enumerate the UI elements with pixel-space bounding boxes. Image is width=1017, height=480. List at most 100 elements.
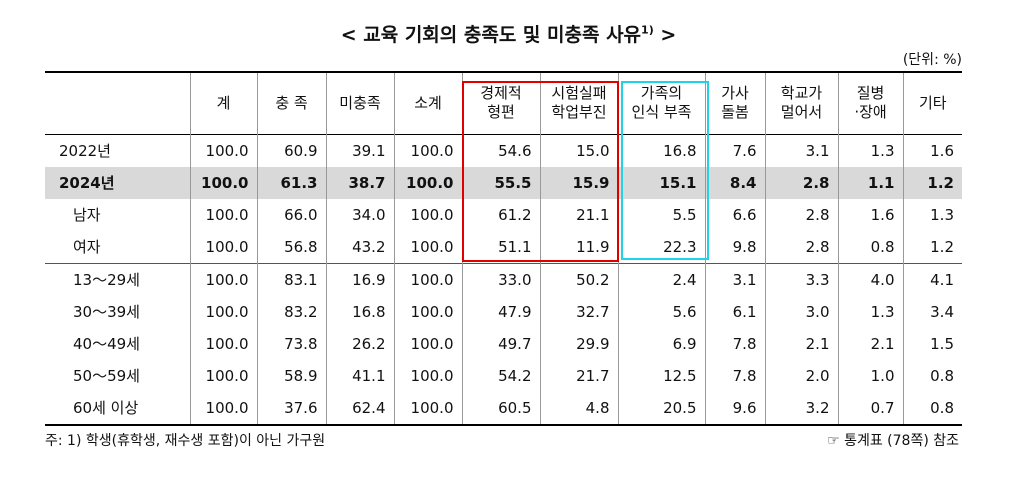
value-cell: 83.1 [256,262,326,296]
row-label: 13～29세 [45,262,190,296]
value-cell: 5.5 [617,198,705,231]
row-label: 남자 [73,206,101,224]
value-cell: 4.0 [837,262,903,296]
value-cell: 1.5 [902,327,962,360]
value-cell: 12.5 [617,359,705,392]
value-cell: 20.5 [617,391,705,425]
value-cell: 3.4 [902,295,962,328]
value-cell: 22.3 [617,230,705,263]
header-text: 돌봄 [721,103,749,122]
header-text: ·장애 [854,103,887,122]
header-cell [45,72,190,134]
value-cell: 34.0 [325,198,394,231]
value-cell: 9.6 [704,391,765,425]
value-cell: 100.0 [189,327,257,360]
header-cell: 계 [189,72,257,134]
table-row: 여자 100.0 56.8 43.2 100.0 51.1 11.9 22.3 9.8 2.8 0.… [45,230,962,263]
value-cell: 6.1 [704,295,765,328]
value-cell: 6.6 [704,198,765,231]
header-text: 가사 [721,84,749,103]
value-cell: 1.3 [837,134,903,167]
value-cell: 100.0 [189,391,257,425]
value-cell: 61.2 [461,198,540,231]
value-cell: 83.2 [256,295,326,328]
value-cell: 0.7 [837,391,903,425]
value-cell: 100.0 [393,166,462,199]
header-text: 경제적 [480,84,522,103]
value-cell: 100.0 [393,198,462,231]
header-cell: 가족의 인식 부족 [617,72,705,134]
value-cell: 37.6 [256,391,326,425]
value-cell: 26.2 [325,327,394,360]
footnote: 주: 1) 학생(휴학생, 재수생 포함)이 아닌 가구원 [45,433,326,449]
header-cell: 학교가 멀어서 [764,72,838,134]
value-cell: 16.8 [617,134,705,167]
row-label: 60세 이상 [73,399,139,417]
table-row: 30～39세 100.0 83.2 16.8 100.0 47.9 32.7 5.6 6.1 3.… [45,295,962,328]
value-cell: 61.3 [256,166,326,199]
table-row: 2024년 100.0 61.3 38.7 100.0 55.5 15.9 15.1 8.4 2.… [45,166,962,199]
value-cell: 2.8 [764,198,838,231]
value-cell: 43.2 [325,230,394,263]
value-cell: 2.1 [837,327,903,360]
title: < 교육 기회의 충족도 및 미충족 사유1) > [0,20,1017,47]
value-cell: 49.7 [461,327,540,360]
value-cell: 0.8 [902,391,962,425]
value-cell: 62.4 [325,391,394,425]
value-cell: 60.9 [256,134,326,167]
value-cell: 4.1 [902,262,962,296]
table-body: 2022년 100.0 60.9 39.1 100.0 54.6 15.0 16.8 7.6 3.… [45,134,962,425]
value-cell: 1.0 [837,359,903,392]
value-cell: 100.0 [393,262,462,296]
header-text: 학교가 [780,84,823,103]
header-text: 미충족 [339,93,381,112]
table-row: 2022년 100.0 60.9 39.1 100.0 54.6 15.0 16.8 7.6 3.… [45,134,962,167]
value-cell: 7.8 [704,327,765,360]
value-cell: 3.1 [764,134,838,167]
value-cell: 15.0 [539,134,618,167]
value-cell: 100.0 [393,230,462,263]
table-row: 남자 100.0 66.0 34.0 100.0 61.2 21.1 5.5 6.6 2.8 1.6… [45,198,962,231]
value-cell: 3.0 [764,295,838,328]
value-cell: 100.0 [189,198,257,231]
value-cell: 2.0 [764,359,838,392]
header-cell: 미충족 [325,72,394,134]
value-cell: 100.0 [189,230,257,263]
header-text: 가족의 [640,84,683,103]
value-cell: 16.8 [325,295,394,328]
value-cell: 3.3 [764,262,838,296]
row-label: 30～39세 [73,303,140,321]
value-cell: 54.6 [461,134,540,167]
value-cell: 21.7 [539,359,618,392]
value-cell: 3.1 [704,262,765,296]
value-cell: 100.0 [189,166,257,199]
title-text: < 교육 기회의 충족도 및 미충족 사유 [340,24,642,46]
header-text: 소계 [414,93,442,112]
value-cell: 100.0 [393,391,462,425]
table-row: 40～49세 100.0 73.8 26.2 100.0 49.7 29.9 6.9 7.8 2.… [45,327,962,360]
value-cell: 32.7 [539,295,618,328]
value-cell: 2.8 [764,230,838,263]
value-cell: 100.0 [393,359,462,392]
header-text: 충 족 [275,93,308,112]
value-cell: 2.1 [764,327,838,360]
header-text: 기타 [918,93,947,112]
value-cell: 11.9 [539,230,618,263]
header-text: 시험실패 [551,84,607,103]
value-cell: 100.0 [189,262,257,296]
value-cell: 33.0 [461,262,540,296]
value-cell: 66.0 [256,198,326,231]
value-cell: 6.9 [617,327,705,360]
value-cell: 47.9 [461,295,540,328]
value-cell: 100.0 [189,134,257,167]
header-cell: 가사 돌봄 [704,72,765,134]
header-text: 인식 부족 [631,103,692,122]
value-cell: 21.1 [539,198,618,231]
title-suffix: > [660,24,677,46]
value-cell: 8.4 [704,166,765,199]
value-cell: 41.1 [325,359,394,392]
value-cell: 58.9 [256,359,326,392]
table-row: 60세 이상 100.0 37.6 62.4 100.0 60.5 4.8 20.5 9.6 3.… [45,391,962,425]
header-text: 계 [216,93,231,112]
